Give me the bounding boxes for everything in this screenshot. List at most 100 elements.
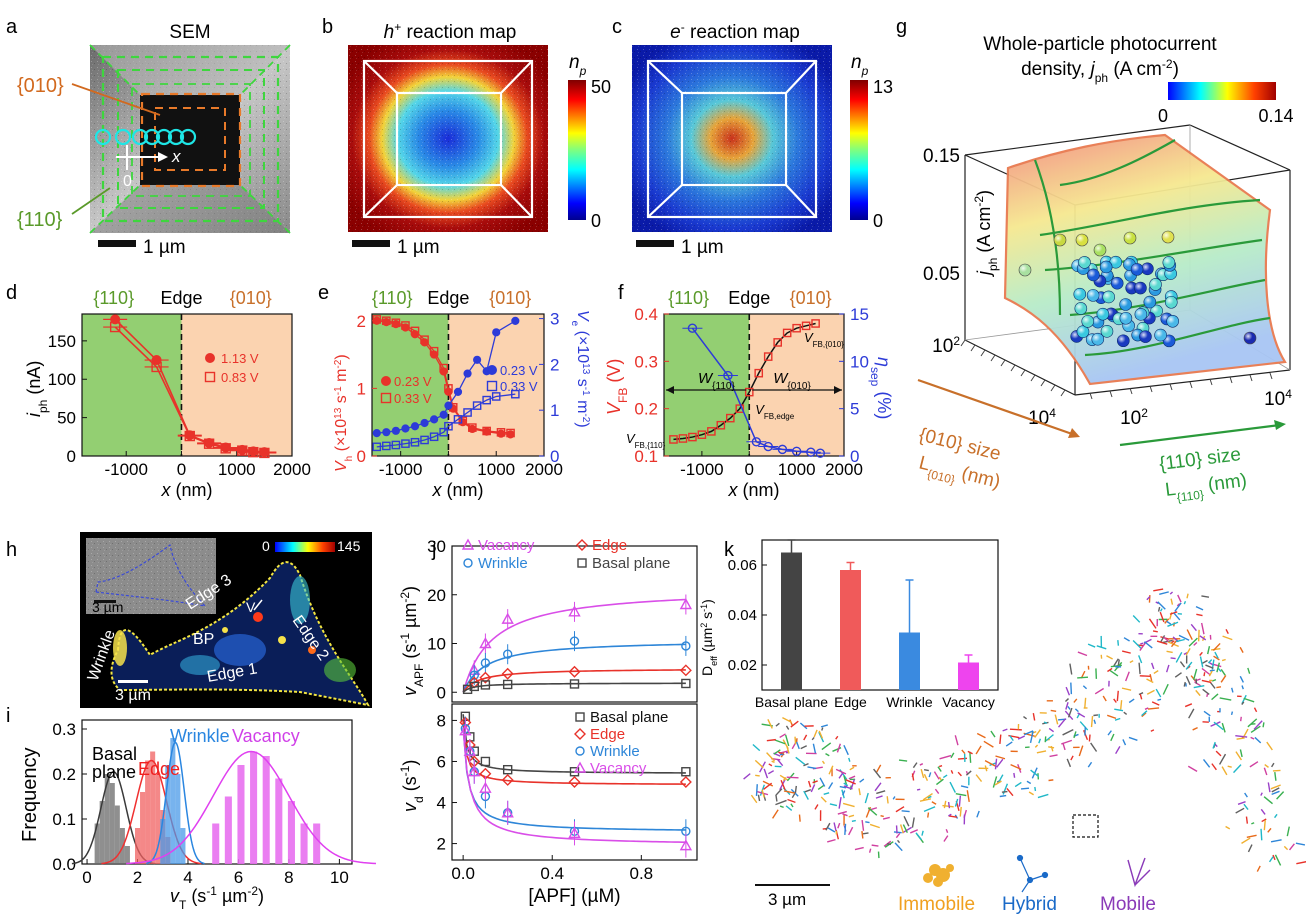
x-axis-label: x (nm) <box>728 480 780 500</box>
y-tick-label: 0.02 <box>728 657 757 674</box>
v-label: V <box>246 599 256 615</box>
particle-highlight <box>1091 333 1104 346</box>
y-tick-label: 10 <box>850 352 869 371</box>
trajectory <box>1247 718 1258 728</box>
trajectory <box>938 776 942 781</box>
hist-bar <box>170 738 176 864</box>
particle-highlight <box>1166 315 1179 328</box>
panel-letter-e: e <box>318 282 329 304</box>
h-map-title: h+ reaction map <box>384 20 517 43</box>
trajectory <box>821 727 824 731</box>
plot-frame-top <box>451 545 698 703</box>
trajectory <box>1195 678 1198 684</box>
trajectory <box>854 846 864 851</box>
x-tick-label: 1000 <box>778 460 816 479</box>
trajectory <box>1153 670 1159 675</box>
hist-bar <box>237 765 245 864</box>
trajectory <box>1159 591 1169 596</box>
trajectory <box>1253 720 1263 730</box>
data-point <box>259 447 270 459</box>
x-axis-label: [APF] (µM) <box>528 886 620 907</box>
trajectory <box>1192 668 1198 680</box>
trajectory <box>1239 646 1244 653</box>
trajectory <box>1266 741 1273 751</box>
panel-k: k 3 µm Immobile Hybrid Mobile <box>724 539 1306 915</box>
data-point <box>382 428 391 437</box>
gaussian-fit <box>146 741 205 865</box>
trajectory <box>1225 628 1229 634</box>
trajectory <box>1106 655 1113 660</box>
trajectory <box>1254 736 1262 744</box>
trajectory <box>1110 733 1115 742</box>
x-tick-label: 0 <box>444 460 453 479</box>
hist-bar <box>140 792 146 864</box>
data-point <box>459 724 472 736</box>
trajectory <box>1144 707 1149 710</box>
trajectory <box>1194 681 1201 687</box>
data-point <box>751 437 762 447</box>
legend-label: 0.83 V <box>221 370 259 385</box>
x-tick-label: 0.4 <box>540 864 564 883</box>
trajectory <box>836 743 842 753</box>
trajectory <box>1028 791 1034 796</box>
trajectory <box>763 782 773 790</box>
trajectory <box>1221 766 1228 776</box>
trajectory <box>1057 718 1067 728</box>
x-axis-label: vT (s-1 µm-2) <box>170 884 264 912</box>
y-tick-label: 0.2 <box>52 765 76 784</box>
legend-marker <box>205 353 215 363</box>
hist-bar <box>134 828 141 864</box>
trajectory <box>886 796 889 804</box>
y-tick-label: 100 <box>48 370 76 389</box>
trajectory <box>862 832 869 835</box>
trajectory <box>787 798 796 804</box>
trajectory <box>848 757 851 762</box>
particle-highlight <box>1019 264 1031 276</box>
trajectory <box>976 732 986 739</box>
trajectory <box>995 755 1006 760</box>
legend-marker <box>486 380 498 392</box>
data-point <box>569 636 580 646</box>
trajectory <box>965 770 972 776</box>
data-point <box>444 401 453 410</box>
trajectory <box>839 785 847 789</box>
trajectory <box>790 720 799 728</box>
trajectory <box>833 822 837 831</box>
trajectory <box>898 759 908 762</box>
data-point <box>473 355 482 364</box>
legend-marker <box>577 558 587 568</box>
trajectory <box>1159 608 1163 612</box>
trajectory <box>786 776 799 779</box>
data-point <box>697 430 707 440</box>
trajectory <box>1065 686 1071 696</box>
w110-label: W{110} <box>698 370 735 392</box>
trajectory <box>1102 695 1107 702</box>
y-tick-label: 0 <box>67 447 76 466</box>
trajectory <box>886 843 892 846</box>
x-tick-label: -1000 <box>379 460 422 479</box>
trajectory <box>1184 703 1193 708</box>
trajectory <box>1233 764 1242 774</box>
l110-line1: {110} size <box>1158 444 1242 475</box>
trajectory <box>1193 684 1205 689</box>
trajectory <box>775 794 778 802</box>
trajectory <box>1050 709 1057 712</box>
trajectory <box>763 768 769 779</box>
trajectory <box>794 785 798 794</box>
trajectory <box>873 768 882 779</box>
trajectory <box>1078 745 1084 757</box>
trajectory <box>1045 734 1054 742</box>
trajectory <box>1020 787 1030 790</box>
trajectory <box>1150 729 1155 732</box>
x-tick-label: 8 <box>284 868 293 887</box>
y-axis-label: Frequency <box>19 748 41 843</box>
decay-fit <box>462 721 686 785</box>
x-tick-hi: 104 <box>1028 406 1056 429</box>
legend-label: Wrinkle <box>590 743 640 760</box>
panel-letter-d: d <box>6 282 17 304</box>
panel-letter-k: k <box>724 539 735 561</box>
hist-bar <box>275 778 283 864</box>
y-tick-label: 50 <box>57 409 76 428</box>
trajectory <box>1067 707 1073 718</box>
